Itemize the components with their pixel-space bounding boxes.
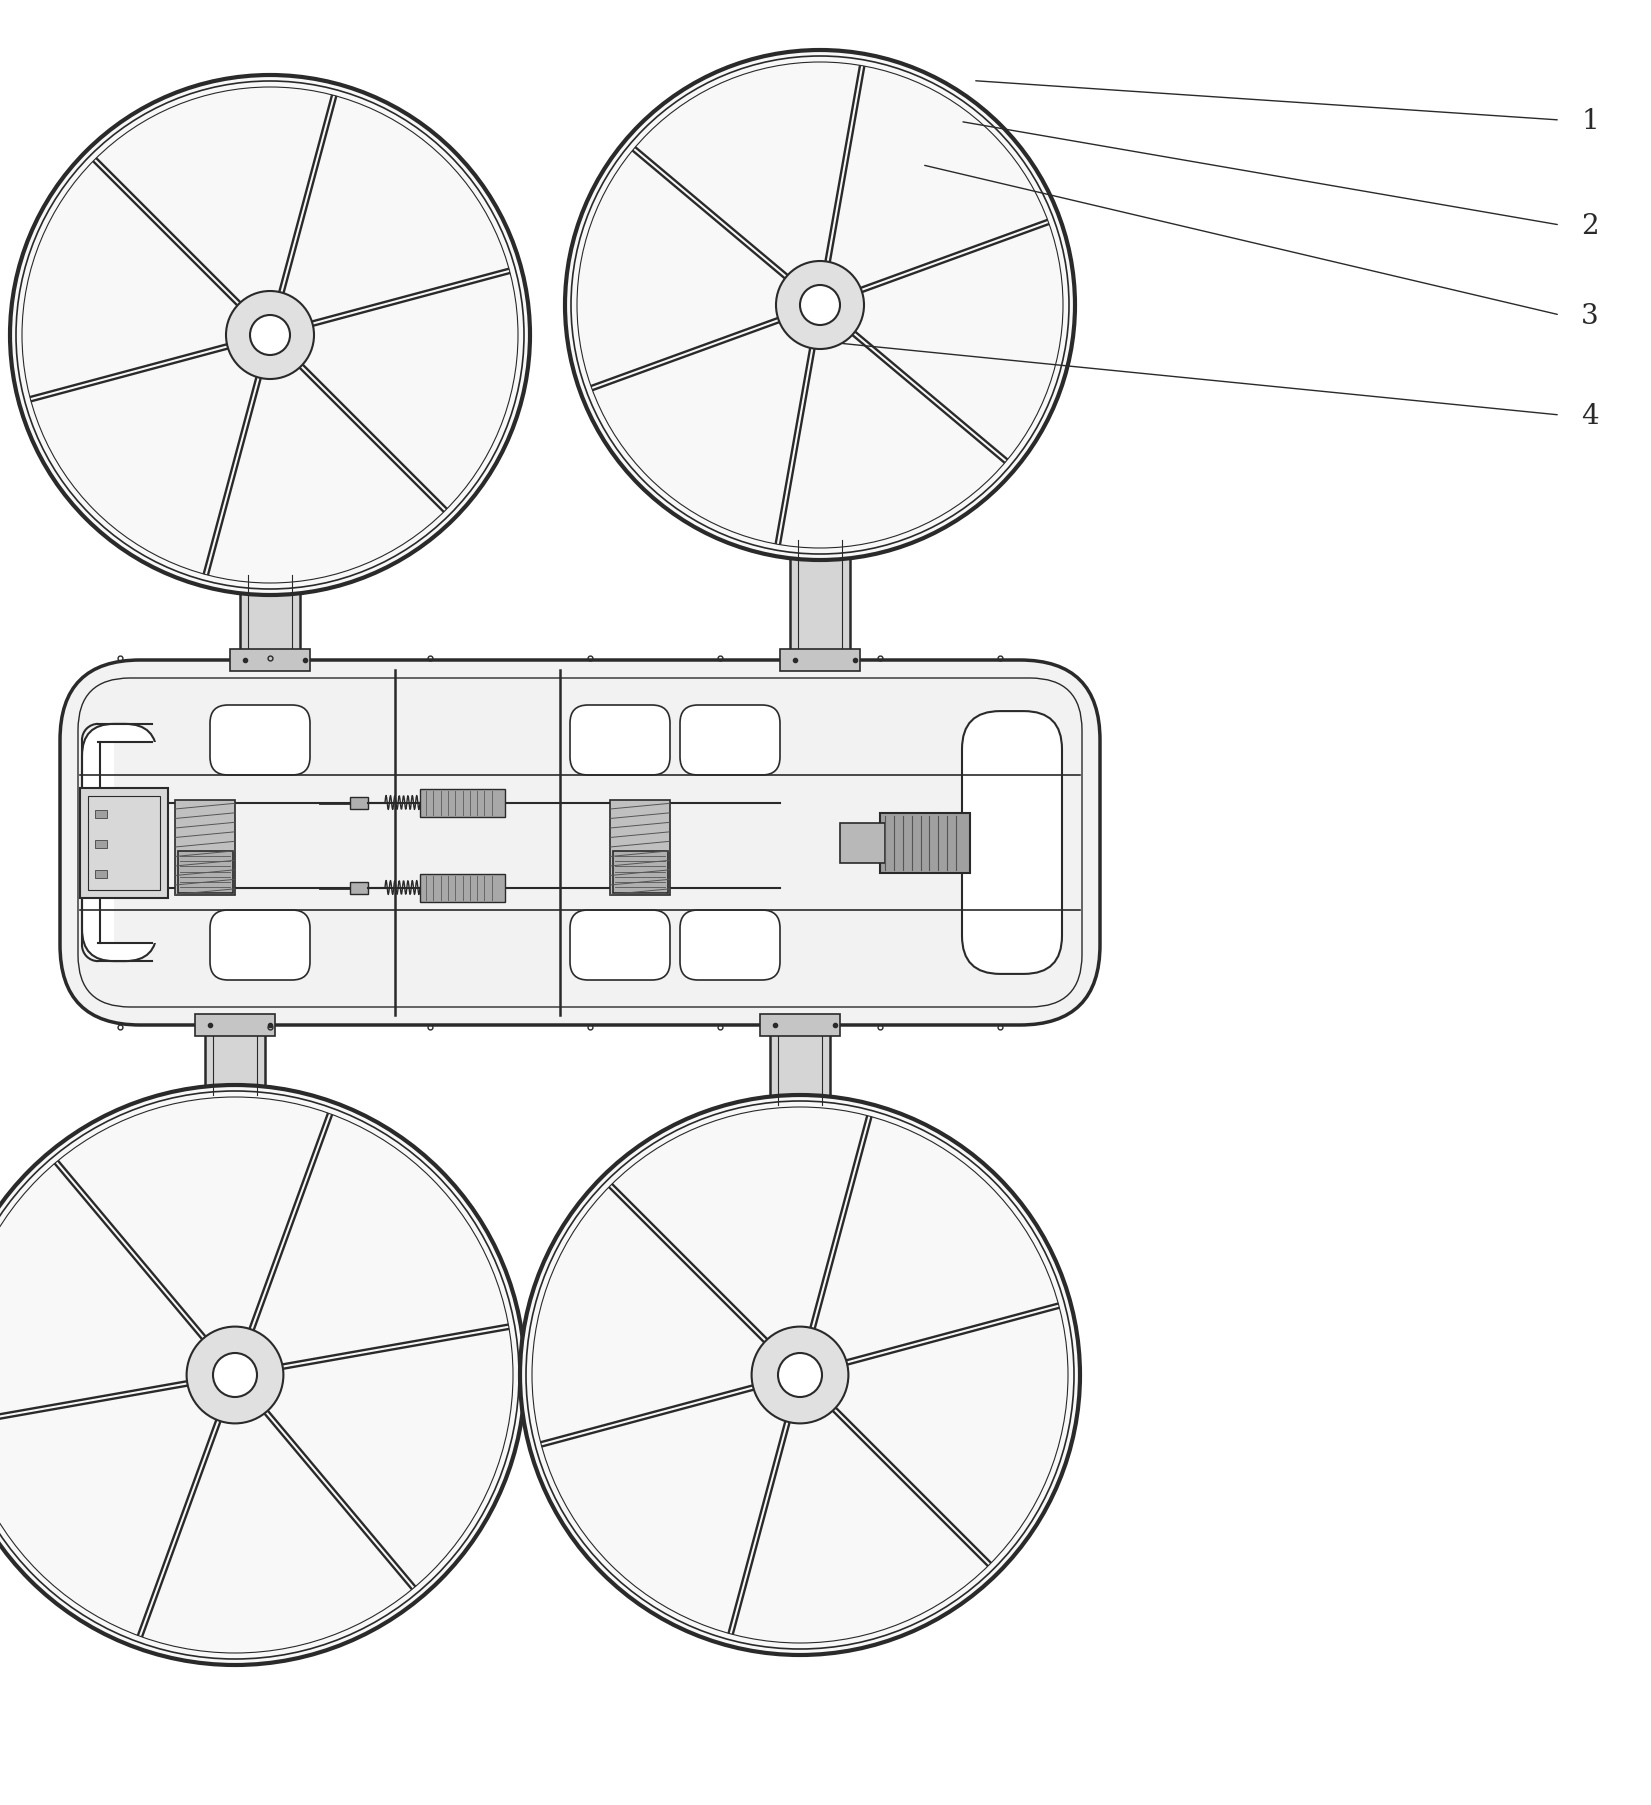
FancyBboxPatch shape (210, 706, 310, 776)
Bar (195, 1014, 276, 1036)
Bar (880, 812, 971, 874)
Bar (350, 883, 368, 893)
Circle shape (565, 51, 1075, 561)
FancyBboxPatch shape (680, 706, 779, 776)
FancyBboxPatch shape (570, 706, 670, 776)
FancyBboxPatch shape (680, 910, 779, 980)
Bar (96, 870, 107, 877)
FancyBboxPatch shape (570, 910, 670, 980)
Circle shape (226, 292, 314, 379)
Bar (759, 1014, 840, 1036)
Circle shape (801, 285, 840, 327)
Bar (114, 742, 162, 944)
Text: 3: 3 (1582, 301, 1598, 329)
Bar (779, 650, 860, 671)
Circle shape (778, 1354, 822, 1397)
Text: 1: 1 (1582, 108, 1598, 134)
FancyBboxPatch shape (83, 724, 157, 962)
FancyBboxPatch shape (210, 910, 310, 980)
Text: 4: 4 (1582, 403, 1598, 430)
Bar (239, 581, 300, 661)
FancyBboxPatch shape (59, 661, 1100, 1025)
Text: 2: 2 (1582, 213, 1598, 240)
Circle shape (10, 76, 530, 596)
Bar (96, 839, 107, 848)
Bar (769, 1025, 830, 1110)
Bar (609, 800, 670, 895)
Bar (178, 850, 233, 893)
Bar (229, 650, 310, 671)
Bar (205, 1025, 266, 1101)
Bar (419, 874, 505, 902)
Bar (350, 798, 368, 809)
Circle shape (213, 1354, 258, 1397)
Circle shape (751, 1327, 849, 1424)
Bar (79, 789, 168, 899)
Circle shape (776, 262, 863, 350)
Circle shape (187, 1327, 284, 1424)
Circle shape (0, 1085, 525, 1664)
Circle shape (520, 1096, 1080, 1655)
Bar (613, 850, 669, 893)
Bar (88, 796, 160, 890)
FancyBboxPatch shape (963, 711, 1062, 975)
Bar (840, 823, 885, 863)
Bar (789, 545, 850, 661)
Circle shape (249, 316, 291, 356)
Bar (419, 789, 505, 818)
Bar (96, 810, 107, 818)
Bar (175, 800, 234, 895)
